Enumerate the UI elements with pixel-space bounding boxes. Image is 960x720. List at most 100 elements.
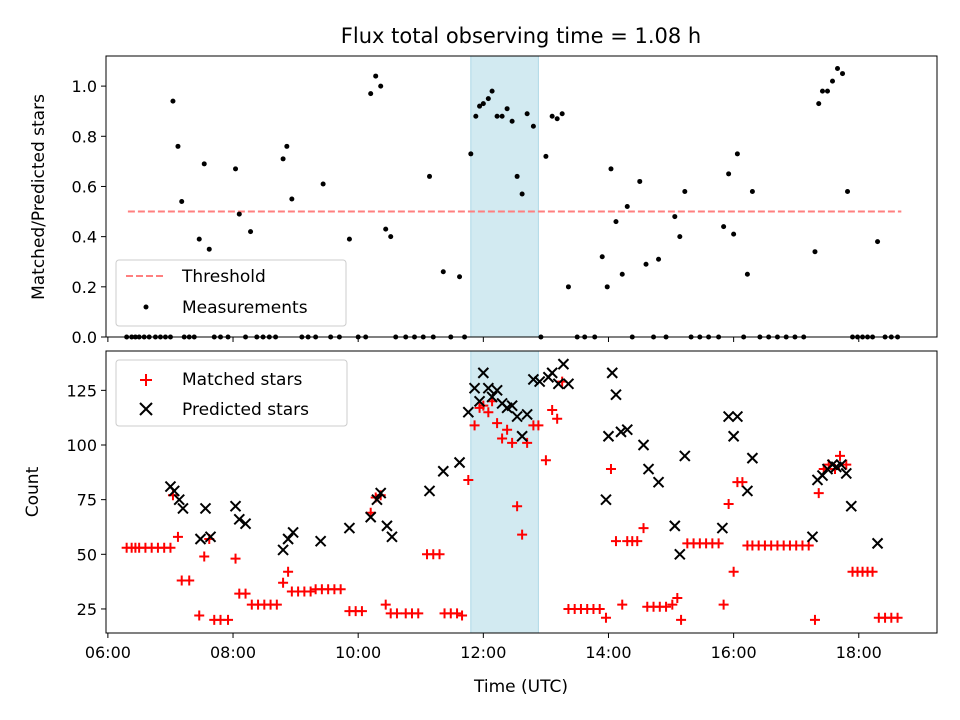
predicted-stars-point	[423, 485, 436, 497]
measurement-point	[248, 229, 254, 235]
highlight-span-layer	[470, 55, 539, 338]
y-tick-label: 0.8	[72, 127, 97, 146]
x-tick-label: 16:00	[711, 643, 757, 662]
matched-stars-point	[305, 586, 316, 597]
highlight-span	[470, 350, 539, 634]
measurement-point	[509, 118, 515, 124]
matched-stars-point	[813, 488, 824, 499]
predicted-stars-point	[731, 410, 744, 423]
y-tick-label: 75	[77, 491, 97, 510]
predicted-stars-point	[486, 391, 498, 403]
count-legend: Matched stars Predicted stars	[115, 359, 348, 427]
highlight-span-layer	[470, 350, 539, 634]
predicted-stars-point	[716, 522, 729, 534]
matched-stars-point	[600, 612, 611, 623]
matched-stars-point	[199, 551, 210, 562]
predicted-stars-point	[343, 522, 356, 534]
predicted-stars-point	[177, 502, 189, 515]
predicted-stars-point	[506, 399, 518, 412]
count-panel: 25 50 75 100 125 06:00 08:00 10:00 12:00 14:00 16:…	[23, 350, 938, 662]
measurement-point	[514, 173, 520, 179]
matched-stars-point	[803, 540, 814, 551]
measurement-point	[559, 111, 565, 117]
predicted-stars-point	[600, 493, 612, 506]
measurement-point	[388, 234, 394, 240]
matched-stars-point	[594, 603, 605, 614]
matched-stars-point	[502, 424, 513, 435]
measurement-point	[643, 261, 649, 267]
measurement-point	[485, 96, 491, 102]
count-marks-layer	[121, 358, 903, 625]
predicted-stars-point	[462, 406, 475, 418]
measurement-point	[519, 191, 525, 197]
predicted-stars-point	[233, 513, 245, 526]
predicted-stars-point	[552, 378, 565, 390]
count-legend-box	[115, 359, 348, 427]
predicted-stars-point	[364, 511, 377, 523]
matched-stars-point	[737, 477, 748, 488]
predicted-stars-point	[477, 367, 490, 379]
matched-stars-point	[457, 610, 468, 621]
predicted-stars-point	[562, 378, 575, 390]
matched-stars-point	[507, 437, 518, 448]
measurement-point	[599, 254, 605, 260]
matched-stars-point	[223, 614, 234, 625]
predicted-stars-point	[806, 531, 819, 543]
matched-stars-point	[632, 536, 643, 547]
ratio-panel: 0.0 0.2 0.4 0.6 0.8 1.0 Matched/Predicted sta…	[29, 55, 938, 347]
ratio-axes-layer: 0.0 0.2 0.4 0.6 0.8 1.0	[72, 55, 938, 347]
matched-stars-point	[356, 606, 367, 617]
measurements-legend-swatch	[143, 304, 149, 310]
measurement-point	[196, 236, 202, 242]
predicted-stars-point	[610, 389, 622, 401]
predicted-stars-point	[816, 469, 829, 482]
predicted-stars-point	[871, 537, 884, 550]
matched-stars-legend-label: Matched stars	[182, 370, 302, 390]
measurement-point	[175, 143, 181, 149]
predicted-stars-point	[840, 467, 852, 480]
measurement-point	[824, 88, 830, 94]
matched-stars-point	[605, 464, 616, 475]
predicted-stars-point	[652, 476, 665, 488]
measurement-point	[845, 188, 851, 194]
measurement-point	[440, 269, 446, 275]
matched-stars-point	[676, 614, 687, 625]
measurement-point	[829, 78, 835, 84]
measurement-point	[619, 271, 625, 277]
measurements-legend-label: Measurements	[182, 298, 308, 318]
measurement-point	[494, 113, 500, 119]
y-tick-label: 0.4	[72, 228, 97, 247]
measurement-point	[383, 226, 389, 232]
matched-stars-point	[610, 536, 621, 547]
predicted-stars-point	[482, 382, 495, 394]
predicted-stars-point	[516, 430, 528, 442]
y-tick-label: 0.0	[72, 328, 97, 347]
y-tick-label: 25	[77, 600, 97, 619]
matched-stars-point	[522, 437, 533, 448]
predicted-stars-point	[679, 450, 691, 462]
measurement-point	[672, 214, 678, 220]
measurement-point	[346, 236, 352, 242]
matched-stars-point	[194, 610, 205, 621]
predicted-stars-point	[374, 487, 387, 499]
predicted-stars-point	[546, 367, 558, 379]
predicted-stars-point	[746, 452, 759, 464]
matched-stars-point	[335, 584, 346, 595]
predicted-stars-point	[527, 373, 540, 386]
matched-stars-point	[723, 499, 734, 510]
predicted-stars-point	[314, 535, 327, 547]
matched-stars-point	[841, 459, 852, 470]
measurement-point	[504, 106, 510, 112]
measurement-point	[554, 116, 560, 122]
measurement-point	[840, 71, 846, 77]
matched-stars-point	[230, 553, 241, 564]
predicted-stars-legend-label: Predicted stars	[182, 400, 309, 420]
predicted-stars-point	[282, 533, 294, 545]
measurement-point	[875, 239, 881, 245]
y-tick-label: 100	[66, 436, 97, 455]
measurement-point	[289, 196, 295, 202]
predicted-stars-point	[491, 384, 503, 397]
predicted-stars-point	[453, 456, 466, 469]
matched-stars-point	[533, 420, 544, 431]
measurement-point	[637, 178, 643, 184]
